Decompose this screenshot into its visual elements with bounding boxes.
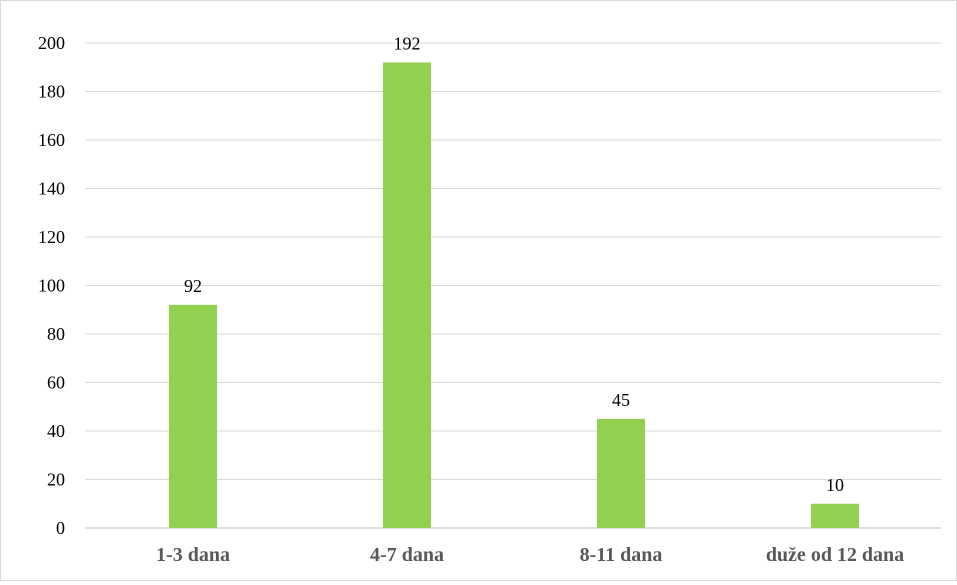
y-tick-label: 120	[38, 227, 65, 247]
data-label: 45	[612, 390, 630, 410]
data-labels: 92 192 45 10	[184, 33, 844, 494]
y-axis-ticks: 0 20 40 60 80 100 120 140 160 180 200	[38, 33, 65, 538]
data-label: 192	[394, 33, 421, 53]
bar	[383, 62, 431, 529]
x-axis-ticks: 1-3 dana 4-7 dana 8-11 dana duže od 12 dana	[156, 544, 904, 566]
bars	[169, 62, 859, 529]
y-tick-label: 60	[47, 373, 65, 393]
bar	[597, 418, 645, 528]
y-tick-label: 180	[38, 82, 65, 102]
x-tick-label: 8-11 dana	[580, 544, 663, 566]
y-tick-label: 200	[38, 33, 65, 53]
x-tick-label: duže od 12 dana	[766, 544, 904, 566]
y-tick-label: 160	[38, 130, 65, 150]
y-tick-label: 80	[47, 324, 65, 344]
x-tick-label: 1-3 dana	[156, 544, 230, 566]
bar	[169, 304, 217, 528]
y-tick-label: 20	[47, 470, 65, 490]
gridlines	[85, 42, 941, 529]
y-tick-label: 0	[56, 518, 65, 538]
bar	[811, 503, 859, 528]
data-label: 92	[184, 276, 202, 296]
data-label: 10	[826, 475, 844, 495]
y-tick-label: 140	[38, 179, 65, 199]
x-tick-label: 4-7 dana	[370, 544, 444, 566]
y-tick-label: 100	[38, 276, 65, 296]
y-tick-label: 40	[47, 421, 65, 441]
